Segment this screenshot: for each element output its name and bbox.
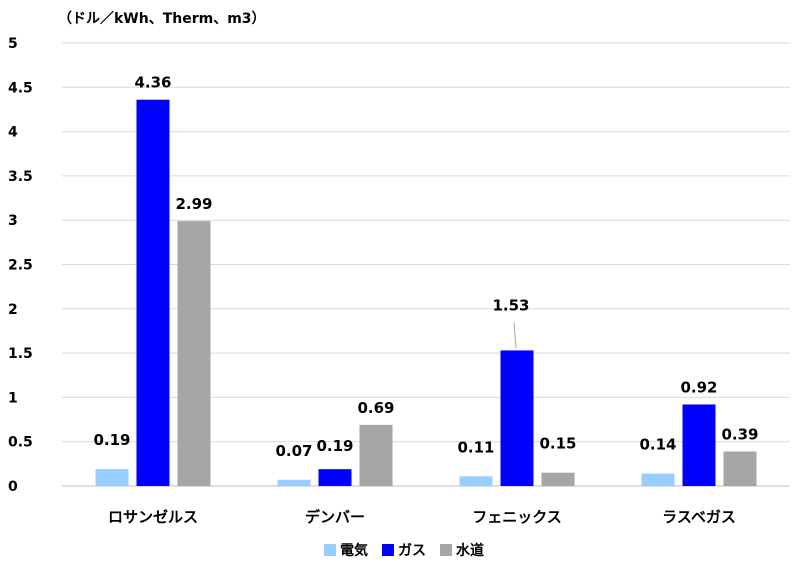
data-label: 0.14: [639, 436, 676, 454]
data-label: 0.15: [539, 435, 576, 453]
y-tick-label: 3: [8, 213, 18, 229]
legend-item-electricity: 電気: [324, 540, 368, 560]
bar: [682, 404, 716, 486]
chart-legend: 電気 ガス 水道: [0, 540, 808, 560]
y-tick-label: 2: [8, 302, 18, 318]
y-tick-label: 3.5: [8, 169, 33, 185]
y-tick-label: 2.5: [8, 258, 33, 274]
bar: [177, 221, 211, 486]
data-label: 0.39: [721, 425, 758, 443]
y-tick-label: 1: [8, 390, 18, 406]
y-tick-label: 4.5: [8, 80, 33, 96]
data-label: 0.92: [680, 378, 717, 396]
bar: [95, 469, 129, 486]
legend-swatch-gas: [382, 544, 394, 556]
legend-label-gas: ガス: [398, 543, 426, 559]
data-label-leader-line: [513, 322, 517, 349]
x-tick-label: フェニックス: [472, 508, 562, 526]
legend-item-gas: ガス: [382, 540, 426, 560]
data-label: 0.07: [275, 442, 312, 460]
legend-item-water: 水道: [440, 540, 484, 560]
x-tick-label: デンバー: [305, 508, 365, 526]
data-label: 2.99: [175, 195, 212, 213]
y-axis-unit-label: （ドル／kWh、Therm、m3）: [58, 11, 266, 27]
legend-swatch-water: [440, 544, 452, 556]
y-tick-label: 0.5: [8, 435, 33, 451]
y-tick-label: 4: [8, 125, 18, 141]
x-tick-label: ロサンゼルス: [108, 508, 198, 526]
legend-label-electricity: 電気: [340, 543, 368, 559]
bar: [136, 99, 170, 486]
bar-chart: 0 0.5 1 1.5 2 2.5 3 3.5 4 4.5 5 ロサンゼルス 0.19 4.36 2.99 デ…: [8, 36, 790, 526]
y-tick-label: 0: [8, 479, 18, 495]
legend-label-water: 水道: [456, 543, 484, 559]
bar: [641, 473, 675, 486]
y-tick-label: 1.5: [8, 346, 33, 362]
data-label: 1.53: [492, 296, 529, 314]
bar: [318, 469, 352, 486]
bar: [500, 350, 534, 486]
y-tick-label: 5: [8, 36, 18, 52]
data-label: 4.36: [134, 74, 171, 92]
bar: [723, 451, 757, 486]
data-label: 0.19: [316, 437, 353, 455]
data-label: 0.19: [93, 431, 130, 449]
data-label: 0.69: [357, 399, 394, 417]
bar: [277, 479, 311, 486]
bar: [541, 472, 575, 486]
bar: [359, 424, 393, 486]
data-label: 0.11: [457, 438, 494, 456]
bar: [459, 476, 493, 486]
legend-swatch-electricity: [324, 544, 336, 556]
x-tick-label: ラスベガス: [662, 508, 736, 526]
